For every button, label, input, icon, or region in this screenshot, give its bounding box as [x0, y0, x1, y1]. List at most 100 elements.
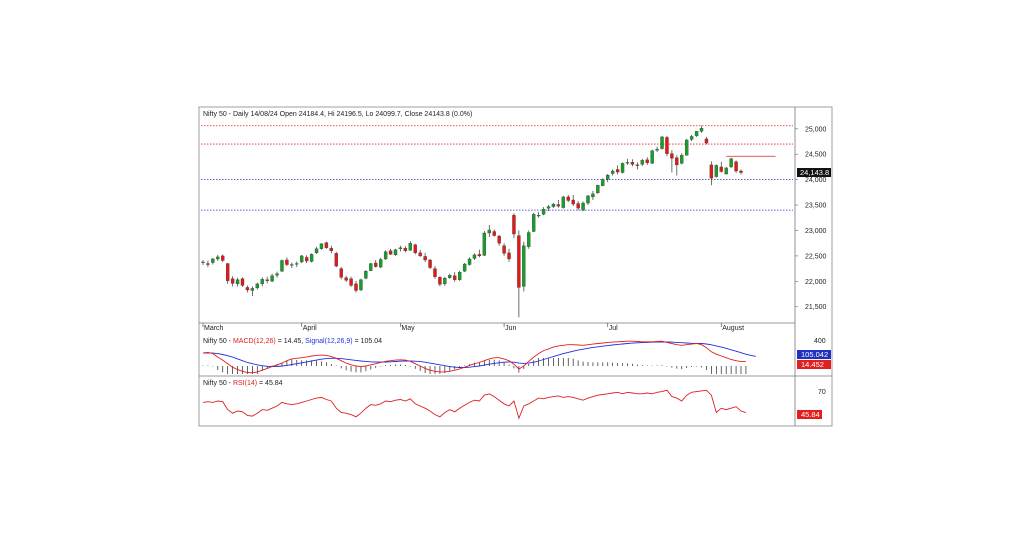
- candle-body: [211, 258, 215, 263]
- candle: [462, 263, 467, 273]
- candle-body: [630, 162, 635, 165]
- candle-body: [472, 254, 477, 259]
- candle-body: [304, 257, 309, 262]
- candle: [448, 273, 452, 279]
- candle-body: [576, 203, 580, 209]
- candle: [522, 241, 526, 292]
- rsi-badge: 45.84: [801, 410, 820, 419]
- candle-body: [398, 247, 403, 249]
- candle: [591, 190, 595, 200]
- candle: [201, 259, 205, 266]
- candle-body: [374, 262, 378, 267]
- candle: [423, 252, 427, 263]
- candle: [719, 161, 723, 173]
- candle-body: [675, 157, 679, 166]
- candle-body: [660, 136, 664, 149]
- candle: [433, 266, 437, 279]
- candle: [354, 280, 358, 293]
- candle-body: [482, 232, 487, 256]
- candle: [344, 275, 348, 282]
- candle-body: [260, 279, 264, 285]
- candle-body: [403, 248, 408, 251]
- candle: [492, 229, 496, 237]
- chart-frame: [198, 106, 833, 427]
- candle: [280, 259, 284, 273]
- candle: [260, 277, 264, 287]
- candle-body: [556, 204, 561, 207]
- candle-body: [433, 268, 437, 277]
- macd-title: Nifty 50 - MACD(12,26) = 14.45, Signal(1…: [203, 338, 382, 345]
- candle: [487, 224, 491, 238]
- candle: [640, 158, 644, 166]
- price-tick-label: 25,000: [805, 126, 827, 133]
- candle: [596, 184, 600, 194]
- macd-panel: Nifty 50 - MACD(12,26) = 14.45, Signal(1…: [199, 338, 832, 377]
- candle: [615, 165, 620, 175]
- candle: [438, 276, 442, 287]
- rsi-panel: Nifty 50 - RSI(14) = 45.84 70 45.84: [202, 380, 826, 420]
- candle: [339, 267, 343, 280]
- macd-badge-bg: [797, 360, 831, 369]
- candle: [349, 276, 353, 287]
- candle: [295, 261, 299, 268]
- candle-body: [566, 196, 570, 201]
- macd-title-value: = 14.45,: [276, 338, 305, 345]
- candle-body: [536, 215, 541, 217]
- price-tick-label: 23,000: [805, 228, 827, 235]
- candle-body: [546, 206, 551, 209]
- candle-body: [541, 208, 546, 215]
- candle-body: [487, 229, 491, 234]
- candle-body: [640, 160, 644, 165]
- candle-body: [650, 150, 654, 164]
- candle: [497, 235, 501, 246]
- candle-body: [295, 263, 299, 265]
- price-tick-label: 23,500: [805, 203, 827, 210]
- candle: [685, 138, 689, 156]
- candle-body: [581, 202, 585, 211]
- candle-body: [714, 165, 719, 177]
- candle-body: [532, 214, 536, 232]
- candle: [290, 262, 294, 269]
- candle-body: [615, 169, 620, 173]
- signal-badge: 105.042: [801, 350, 828, 359]
- candle-body: [477, 254, 482, 257]
- candle: [314, 246, 319, 254]
- candle: [275, 271, 279, 278]
- candle: [364, 270, 368, 280]
- candle-body: [492, 231, 496, 236]
- price-levels: [201, 125, 793, 211]
- candle: [551, 203, 556, 209]
- candle-body: [354, 283, 358, 291]
- candle: [665, 135, 669, 157]
- rsi-title-name: RSI(14): [233, 380, 257, 387]
- candle-body: [245, 287, 250, 291]
- candle-body: [379, 259, 383, 268]
- candle-body: [319, 243, 324, 249]
- macd-badge: 14.452: [801, 360, 824, 369]
- candle-body: [694, 131, 699, 137]
- candle: [418, 249, 422, 257]
- candle-body: [665, 137, 669, 154]
- candle-body: [551, 203, 556, 207]
- candle: [606, 174, 610, 183]
- candle: [285, 257, 289, 267]
- candle-body: [453, 275, 457, 280]
- candle-body: [734, 161, 738, 172]
- candle: [536, 212, 541, 218]
- candle-body: [329, 248, 334, 251]
- candle-body: [413, 244, 417, 254]
- candle: [206, 260, 210, 268]
- candle-body: [334, 253, 338, 267]
- month-label: Jul: [609, 325, 618, 332]
- candle: [507, 248, 511, 263]
- candle-body: [438, 277, 442, 285]
- candle-body: [300, 255, 304, 263]
- candle: [704, 136, 709, 145]
- candle: [235, 277, 240, 287]
- month-label: May: [401, 325, 415, 332]
- candle-body: [265, 279, 269, 281]
- candle: [408, 241, 412, 251]
- candle: [566, 194, 570, 203]
- candle: [453, 272, 457, 282]
- candle-body: [704, 138, 709, 144]
